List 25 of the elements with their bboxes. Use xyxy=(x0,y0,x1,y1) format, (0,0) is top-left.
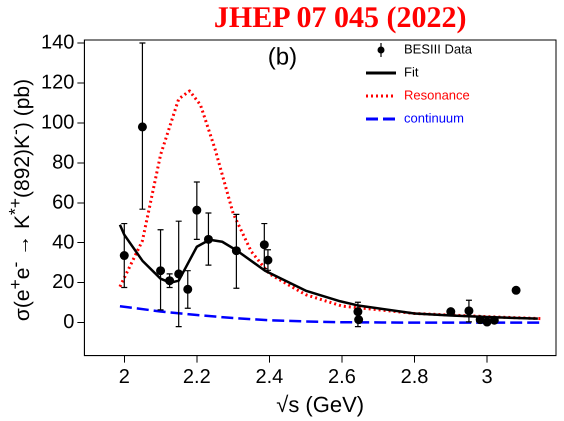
annotation: (b) xyxy=(268,44,298,71)
point xyxy=(512,286,521,295)
y-tick-label: 80 xyxy=(52,151,74,174)
y-tick-label: 20 xyxy=(52,271,74,294)
line-series xyxy=(118,89,543,320)
x-tick-label: 2.8 xyxy=(400,366,428,388)
legend-label: Resonance xyxy=(404,88,470,103)
legend-label: Fit xyxy=(404,64,419,80)
x-axis-title: √s (GeV) xyxy=(276,392,364,417)
y-tick-label: 120 xyxy=(40,71,74,94)
legend-label: continuum xyxy=(404,110,464,126)
x-tick-label: 3 xyxy=(482,366,493,388)
x-tick-label: 2 xyxy=(118,366,130,388)
x-tick-label: 2.6 xyxy=(328,366,356,388)
x-tick-label: 2.4 xyxy=(255,366,284,388)
point xyxy=(490,316,499,325)
text: JHEP 07 045 (2022) xyxy=(214,0,466,34)
y-tick-label: 60 xyxy=(52,191,74,214)
y-tick-label: 140 xyxy=(40,32,74,54)
point xyxy=(482,318,492,327)
y-tick-label: 100 xyxy=(40,111,74,134)
legend-label: BESIII Data xyxy=(404,42,473,57)
x-tick-label: 2.2 xyxy=(182,366,211,388)
y-tick-label: 40 xyxy=(52,231,74,254)
y-tick-label: 0 xyxy=(63,311,74,334)
